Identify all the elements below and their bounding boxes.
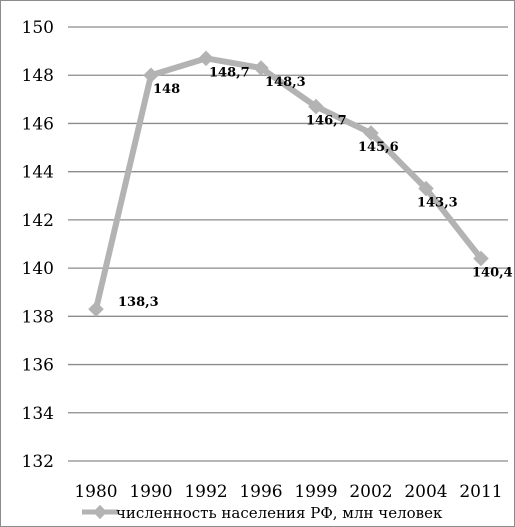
y-tick-label: 142 <box>22 211 54 231</box>
data-label: 148,7 <box>209 65 250 80</box>
data-labels: 138,3 148 148,7 148,3 146,7 145,6 143,3 140,4 <box>118 65 513 310</box>
data-point-marker <box>363 125 379 141</box>
x-axis-ticks: 1980 1990 1992 1996 1999 2002 2004 2011 <box>74 482 502 502</box>
series-line-group <box>88 50 489 317</box>
x-tick-label: 2002 <box>349 482 392 502</box>
gridlines <box>68 26 508 462</box>
legend: численность населения РФ, млн человек <box>82 504 443 522</box>
y-tick-label: 140 <box>22 259 54 279</box>
x-tick-label: 1990 <box>129 482 172 502</box>
x-tick-label: 1996 <box>239 482 282 502</box>
x-tick-label: 1999 <box>294 482 337 502</box>
y-tick-label: 136 <box>22 356 54 376</box>
data-label: 148 <box>153 82 180 97</box>
data-label: 140,4 <box>472 265 513 280</box>
legend-marker-icon <box>92 504 108 520</box>
data-label: 143,3 <box>417 196 458 211</box>
data-label: 148,3 <box>265 75 306 90</box>
data-label: 146,7 <box>306 114 347 129</box>
series-line <box>93 55 484 313</box>
data-label: 145,6 <box>358 140 399 155</box>
legend-label: численность населения РФ, млн человек <box>116 504 443 522</box>
y-axis-ticks: 132 134 136 138 140 142 144 146 148 150 <box>22 18 54 472</box>
x-tick-label: 2011 <box>459 482 502 502</box>
data-point-marker <box>143 67 159 84</box>
x-tick-label: 1980 <box>74 482 117 502</box>
data-point-marker <box>198 50 214 67</box>
y-tick-label: 138 <box>22 307 54 327</box>
data-point-marker <box>473 250 489 267</box>
y-tick-label: 148 <box>22 66 54 86</box>
y-tick-label: 150 <box>22 18 54 38</box>
data-label: 138,3 <box>118 295 159 310</box>
data-point-marker <box>418 180 434 197</box>
x-tick-label: 2004 <box>404 482 447 502</box>
y-tick-label: 134 <box>22 404 54 424</box>
data-point-marker <box>88 301 104 317</box>
y-tick-label: 144 <box>22 163 54 183</box>
x-tick-label: 1992 <box>184 482 227 502</box>
y-tick-label: 146 <box>22 114 54 134</box>
y-tick-label: 132 <box>22 452 54 472</box>
